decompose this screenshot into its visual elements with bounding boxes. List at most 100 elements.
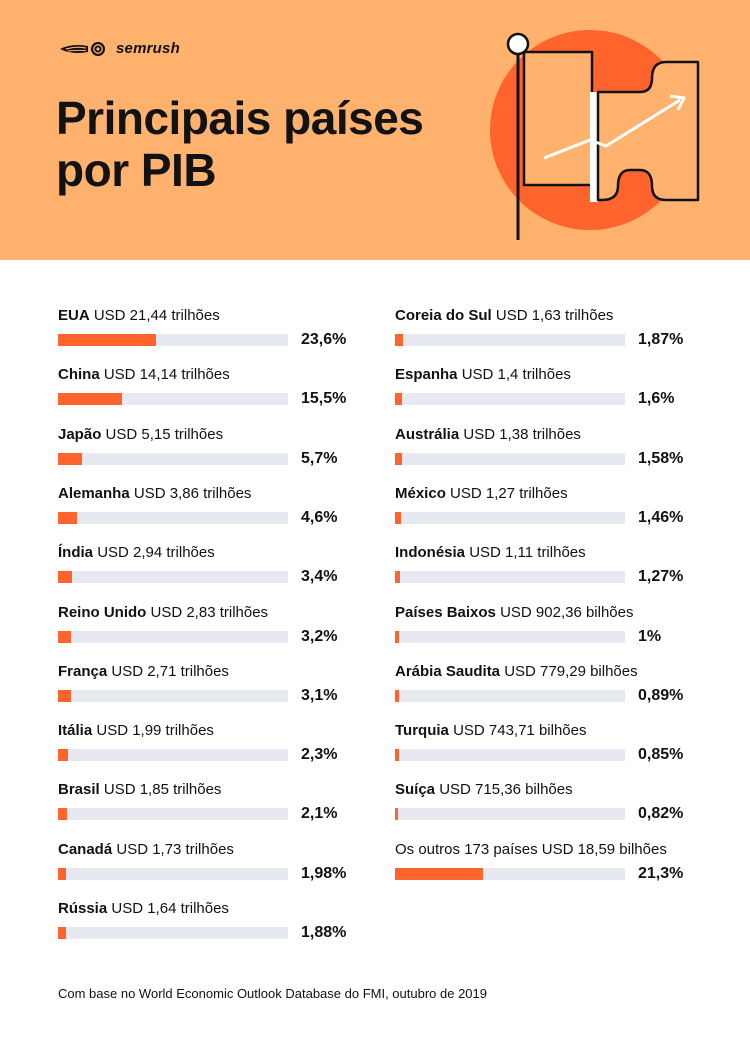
country-name: Turquia	[395, 722, 449, 740]
brand-logo[interactable]: semrush	[58, 40, 180, 57]
country-name: Japão	[58, 425, 102, 443]
bar-row: Arábia Saudita USD 779,29 bilhões 0,89%	[395, 662, 695, 712]
bar-track	[395, 808, 625, 821]
country-name: México	[395, 484, 446, 502]
gdp-value: USD 14,14 trilhões	[103, 366, 230, 384]
bar-fill	[58, 808, 67, 821]
bar-track	[395, 630, 625, 643]
bar-row: Alemanha USD 3,86 trilhões 4,6%	[58, 484, 358, 534]
flag-left-panel	[522, 50, 594, 187]
bar-label: Brasil USD 1,85 trilhões	[58, 780, 221, 800]
flag-middle-stripe	[590, 92, 598, 202]
bar-fill	[395, 689, 399, 702]
bar-track	[58, 393, 288, 406]
gdp-value: USD 2,94 trilhões	[97, 544, 215, 562]
flag-pole-knob	[506, 32, 530, 56]
gdp-value: USD 902,36 bilhões	[500, 603, 634, 621]
bar-label: Espanha USD 1,4 trilhões	[395, 365, 571, 385]
growth-arrow-head	[669, 94, 686, 111]
bar-percent-label: 3,1%	[301, 686, 338, 704]
semrush-fireball-icon	[60, 41, 105, 56]
bar-label: Índia USD 2,94 trilhões	[58, 543, 215, 563]
bar-track	[58, 927, 288, 939]
bar-row: Itália USD 1,99 trilhões 2,3%	[58, 721, 358, 771]
gdp-value: USD 5,15 trilhões	[105, 425, 224, 443]
country-name: Rússia	[58, 900, 108, 917]
page-title: Principais países por PIB	[56, 92, 424, 196]
source-footnote: Com base no World Economic Outlook Datab…	[58, 986, 487, 1001]
bar-fill	[58, 630, 72, 643]
bar-fill	[395, 630, 400, 643]
bar-track	[395, 867, 625, 880]
bar-percent-label: 3,2%	[301, 627, 338, 645]
country-name: China	[58, 366, 100, 384]
gdp-value: USD 2,83 trilhões	[150, 603, 269, 621]
bar-row: China USD 14,14 trilhões 15,5%	[58, 365, 358, 415]
country-name: Reino Unido	[58, 603, 147, 621]
bar-track	[395, 571, 625, 584]
brand-name: semrush	[116, 40, 180, 57]
country-name: Brasil	[58, 781, 100, 799]
bar-label: Austrália USD 1,38 trilhões	[395, 425, 581, 445]
bar-fill	[58, 749, 68, 762]
header-banner: semrush Principais países por PIB	[0, 0, 750, 260]
bar-percent-label: 3,4%	[301, 568, 338, 586]
bar-track	[395, 393, 625, 406]
bar-fill	[395, 334, 403, 346]
country-name: Austrália	[395, 425, 460, 443]
bar-percent-label: 1,27%	[638, 568, 684, 586]
bar-track	[58, 511, 288, 524]
bar-percent-label: 1,6%	[638, 390, 675, 408]
bar-row: Espanha USD 1,4 trilhões 1,6%	[395, 365, 695, 415]
bar-percent-label: 1,88%	[301, 924, 347, 941]
bar-label: Coreia do Sul USD 1,63 trilhões	[395, 306, 613, 326]
bar-fill	[395, 511, 402, 524]
bar-fill	[58, 452, 82, 465]
bar-row: EUA USD 21,44 trilhões 23,6%	[58, 306, 358, 356]
bar-percent-label: 1,87%	[638, 331, 684, 348]
bar-row: Brasil USD 1,85 trilhões 2,1%	[58, 780, 358, 830]
bar-label: Alemanha USD 3,86 trilhões	[58, 484, 251, 504]
bar-row: Austrália USD 1,38 trilhões 1,58%	[395, 425, 695, 475]
bar-percent-label: 1,98%	[301, 864, 347, 882]
bar-percent-label: 2,1%	[301, 805, 338, 823]
bar-percent-label: 2,3%	[301, 746, 338, 764]
bar-track	[58, 749, 288, 762]
bar-fill	[58, 571, 73, 584]
bar-label: México USD 1,27 trilhões	[395, 484, 568, 504]
bar-fill	[58, 927, 66, 939]
bar-row: Índia USD 2,94 trilhões 3,4%	[58, 543, 358, 593]
bar-fill	[395, 749, 399, 762]
bar-label: Rússia USD 1,64 trilhões	[58, 899, 229, 919]
bar-fill	[395, 452, 402, 465]
bar-fill	[58, 867, 67, 880]
bar-label: Suíça USD 715,36 bilhões	[395, 780, 573, 800]
bar-percent-label: 0,82%	[638, 805, 684, 823]
bar-fill	[395, 571, 401, 584]
bar-row: Os outros 173 países USD 18,59 bilhões 21…	[395, 840, 695, 890]
bar-track	[58, 808, 288, 821]
country-name: Coreia do Sul	[395, 307, 492, 324]
gdp-value: USD 1,4 trilhões	[461, 366, 571, 384]
bar-fill	[395, 867, 484, 880]
gdp-value: USD 1,27 trilhões	[450, 484, 568, 502]
bar-row: Reino Unido USD 2,83 trilhões 3,2%	[58, 603, 358, 653]
bar-fill	[395, 808, 399, 821]
gdp-value: USD 2,71 trilhões	[111, 662, 229, 680]
bar-fill	[395, 393, 402, 406]
bar-row: Canadá USD 1,73 trilhões 1,98%	[58, 840, 358, 890]
gdp-value: USD 21,44 trilhões	[93, 307, 220, 324]
bar-track	[395, 511, 625, 524]
country-name: França	[58, 662, 108, 680]
growth-arrow-line	[543, 98, 681, 160]
gdp-value: USD 1,64 trilhões	[111, 900, 229, 917]
country-name: Canadá	[58, 840, 113, 858]
bar-row: Rússia USD 1,64 trilhões 1,88%	[58, 899, 358, 949]
bar-row: Suíça USD 715,36 bilhões 0,82%	[395, 780, 695, 830]
gdp-value: USD 1,85 trilhões	[103, 781, 222, 799]
bar-track	[58, 571, 288, 584]
bar-track	[58, 867, 288, 880]
gdp-value: USD 1,73 trilhões	[116, 840, 234, 858]
bar-percent-label: 1,58%	[638, 449, 684, 467]
bar-row: Coreia do Sul USD 1,63 trilhões 1,87%	[395, 306, 695, 356]
